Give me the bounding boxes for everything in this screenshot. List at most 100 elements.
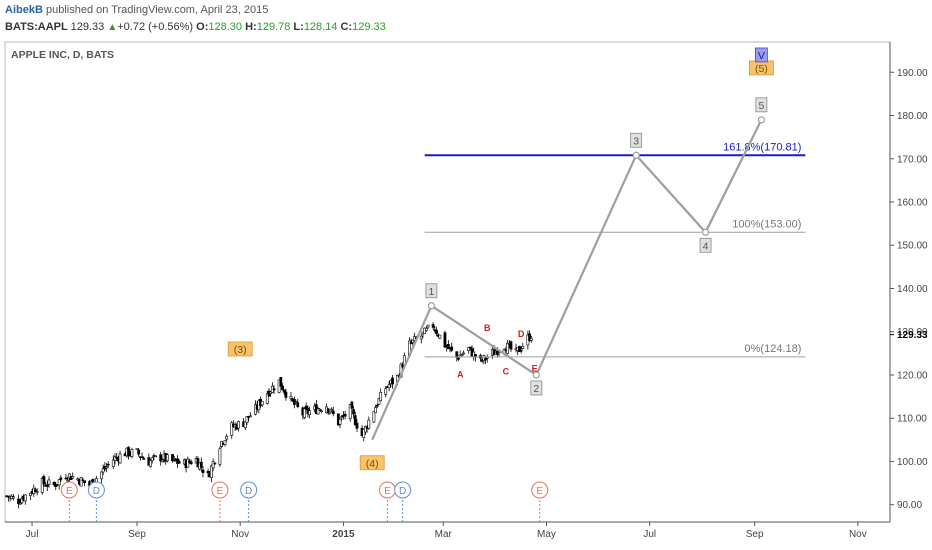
candle-body bbox=[431, 324, 435, 328]
wave-point bbox=[532, 371, 540, 379]
candle-body bbox=[28, 492, 32, 497]
high-label: H: bbox=[245, 21, 257, 33]
subwave-label: A bbox=[457, 370, 464, 380]
candle-body bbox=[426, 324, 430, 328]
candle-body bbox=[409, 342, 413, 344]
event-marker-label: D bbox=[399, 486, 406, 497]
price-tick-label: 180.00 bbox=[897, 111, 928, 122]
wave-point bbox=[427, 302, 436, 310]
candle-body bbox=[348, 404, 352, 420]
candle-body bbox=[350, 401, 354, 409]
event-marker bbox=[531, 481, 549, 499]
subwave-label: E bbox=[532, 364, 538, 374]
candle-body bbox=[272, 388, 276, 391]
candle-body bbox=[159, 454, 163, 462]
candle-body bbox=[506, 342, 509, 354]
candle-body bbox=[248, 415, 252, 418]
candle-body bbox=[199, 461, 203, 468]
publish-text: published on TradingView.com, April 23, … bbox=[45, 4, 269, 16]
event-marker bbox=[211, 481, 229, 499]
candle-body bbox=[17, 498, 20, 505]
candle-body bbox=[435, 329, 438, 334]
candle-body bbox=[71, 476, 75, 479]
candle-body bbox=[83, 480, 86, 483]
event-marker bbox=[87, 481, 105, 499]
candle-body bbox=[303, 408, 306, 418]
candle-body bbox=[279, 376, 283, 387]
candle-body bbox=[423, 327, 427, 335]
last-price-label: 129.33 bbox=[897, 330, 928, 341]
candle-body bbox=[462, 352, 465, 355]
candle-body bbox=[355, 422, 359, 429]
time-tick-label: Nov bbox=[849, 529, 867, 540]
candle-body bbox=[137, 449, 141, 455]
event-marker-label: E bbox=[384, 486, 391, 497]
wave-point bbox=[757, 116, 765, 124]
candle-body bbox=[326, 408, 330, 413]
candle-body bbox=[186, 458, 190, 468]
candle-body bbox=[100, 471, 103, 480]
wave-box bbox=[630, 132, 643, 148]
subwave-label: C bbox=[503, 367, 510, 377]
price-change: +0.72 (+0.56%) bbox=[117, 21, 194, 33]
candle-body bbox=[340, 416, 344, 418]
candle-body bbox=[375, 404, 379, 407]
degree-wave-label: (3) bbox=[234, 344, 247, 356]
price-tick-label: 100.00 bbox=[897, 457, 928, 468]
candle-body bbox=[47, 479, 51, 485]
candle-body bbox=[281, 385, 284, 391]
candle-body bbox=[150, 457, 154, 461]
event-marker-label: E bbox=[217, 486, 224, 497]
candle-body bbox=[450, 346, 454, 351]
time-tick-label: Jul bbox=[643, 529, 656, 540]
candle-body bbox=[362, 429, 366, 438]
candle-body bbox=[23, 494, 27, 502]
time-tick-label: Sep bbox=[128, 529, 146, 540]
candle-body bbox=[59, 477, 63, 480]
wave-point bbox=[701, 228, 710, 236]
time-tick-label: Nov bbox=[231, 529, 249, 540]
candle-body bbox=[130, 449, 134, 457]
event-marker bbox=[240, 481, 258, 499]
author-link[interactable]: AibekB bbox=[5, 4, 43, 16]
price-tick-label: 110.00 bbox=[897, 414, 927, 425]
candle-body bbox=[149, 460, 152, 467]
subwave-label: B bbox=[484, 323, 491, 333]
candle-body bbox=[265, 393, 269, 404]
candle-body bbox=[230, 422, 234, 436]
candle-body bbox=[460, 354, 464, 357]
high-value: 129.78 bbox=[256, 21, 291, 33]
wave-label: 1 bbox=[429, 286, 435, 298]
candle-body bbox=[320, 410, 323, 413]
candle-body bbox=[243, 421, 247, 429]
candle-body bbox=[438, 334, 442, 339]
candle-body bbox=[379, 392, 383, 402]
price-tick-label: 140.00 bbox=[897, 284, 928, 295]
candle-body bbox=[419, 335, 423, 340]
candle-body bbox=[189, 461, 193, 465]
candle-body bbox=[289, 395, 293, 399]
candle-body bbox=[352, 409, 355, 415]
candle-body bbox=[294, 401, 298, 403]
candle-body bbox=[296, 402, 300, 407]
price-tick-label: 150.00 bbox=[897, 241, 928, 252]
candle-body bbox=[166, 454, 169, 462]
candle-body bbox=[40, 478, 44, 493]
wave-box bbox=[425, 283, 438, 299]
time-tick-label: Jul bbox=[26, 529, 39, 540]
candle-body bbox=[384, 388, 388, 395]
candle-body bbox=[284, 391, 288, 398]
fib-level-label: 100%(153.00) bbox=[732, 218, 801, 230]
time-tick-label: 2015 bbox=[332, 529, 355, 540]
candle-body bbox=[105, 466, 108, 469]
candle-body bbox=[111, 459, 115, 467]
candle-body bbox=[519, 349, 523, 352]
candle-body bbox=[237, 421, 240, 429]
candle-body bbox=[201, 469, 205, 473]
candle-body bbox=[67, 473, 71, 479]
candle-body bbox=[367, 419, 371, 429]
up-arrow-icon: ▲ bbox=[107, 22, 118, 33]
candle-body bbox=[374, 407, 377, 414]
price-tick-label: 160.00 bbox=[897, 198, 928, 209]
